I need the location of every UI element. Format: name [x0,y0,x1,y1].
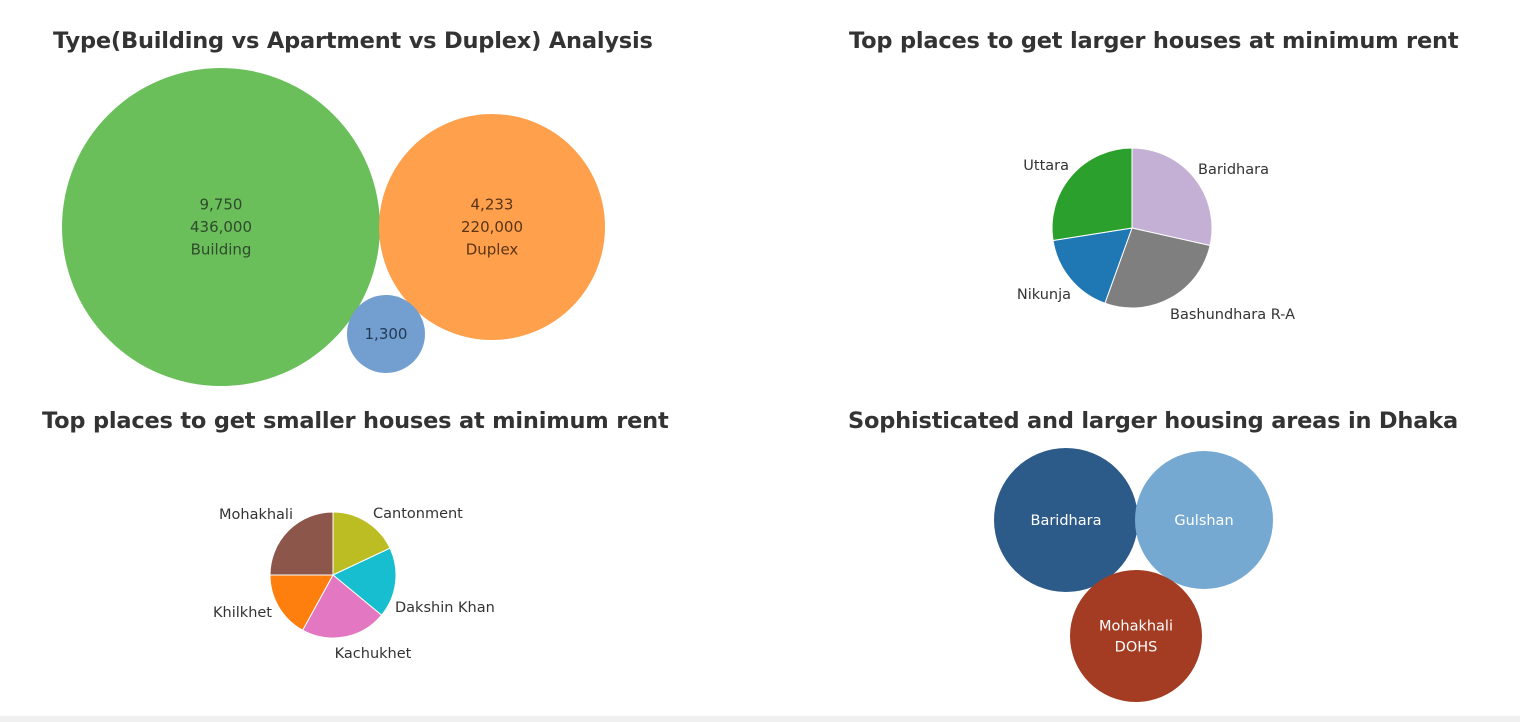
panel-smaller-houses: Top places to get smaller houses at mini… [0,400,760,716]
chart-title-larger-houses: Top places to get larger houses at minim… [849,28,1459,54]
pie-slice-khilkhet [269,574,334,631]
bubble-building [62,68,380,386]
bubble-duplex-label: Duplex [466,241,519,259]
pie-slice-bashundhara-r-a [1104,227,1211,309]
pie-slice-nikunja [1052,227,1133,304]
pie-label-khilkhet: Khilkhet [213,605,272,621]
bubble-chart-type-analysis: 9,750 436,000 Building 4,233 220,000 Duplex 1,… [62,68,605,386]
bubble-duplex [379,114,605,340]
pie-label-cantonment: Cantonment [373,506,463,522]
bubble-building-label: Building [191,241,252,259]
pie-label-bashundhara-r-a: Bashundhara R-A [1170,307,1295,323]
pie-label-dakshin-khan: Dakshin Khan [395,600,495,616]
pie-label-uttara: Uttara [1023,158,1069,174]
chart-title-type-analysis: Type(Building vs Apartment vs Duplex) An… [53,28,653,54]
pie-slice-kachukhet [301,574,383,639]
bubble-mohakhali-dohs [1070,570,1202,702]
pie-chart-larger-houses: Baridhara Bashundhara R-A Nikunja Uttara [1017,147,1295,323]
footer-bar [0,716,1520,722]
pie-slice-mohakhali [269,511,334,576]
bubble-duplex-count: 4,233 [471,196,514,214]
bubble-gulshan-label: Gulshan [1174,513,1233,529]
pie-slice-dakshin-khan [332,547,397,616]
bubble-chart-sophisticated-areas: Baridhara Gulshan Mohakhali DOHS [994,448,1273,702]
bubble-gulshan [1135,451,1273,589]
pie-chart-smaller-houses: Cantonment Dakshin Khan Kachukhet Khilkhet M… [213,506,495,662]
bubble-mohakhali-dohs-label: Mohakhali DOHS [1099,619,1173,656]
chart-title-smaller-houses: Top places to get smaller houses at mini… [42,408,669,434]
bubble-duplex-value: 220,000 [461,218,523,236]
chart-title-sophisticated-areas: Sophisticated and larger housing areas i… [848,408,1458,434]
bubble-building-value: 436,000 [190,218,252,236]
bubble-other-count: 1,300 [365,325,408,343]
bubble-baridhara [994,448,1138,592]
pie-slice-baridhara [1131,147,1213,247]
panel-sophisticated-areas: Sophisticated and larger housing areas i… [760,400,1520,716]
pie-label-kachukhet: Kachukhet [335,646,412,662]
pie-slice-uttara [1051,147,1133,242]
bubble-building-count: 9,750 [200,196,243,214]
pie-slice-cantonment [332,511,391,576]
bubble-baridhara-label: Baridhara [1031,513,1102,529]
pie-label-baridhara: Baridhara [1198,162,1269,178]
pie-label-mohakhali: Mohakhali [219,507,293,523]
bubble-other [347,295,425,373]
panel-larger-houses: Top places to get larger houses at minim… [760,0,1520,400]
pie-label-nikunja: Nikunja [1017,287,1071,303]
panel-type-analysis: Type(Building vs Apartment vs Duplex) An… [0,0,760,400]
